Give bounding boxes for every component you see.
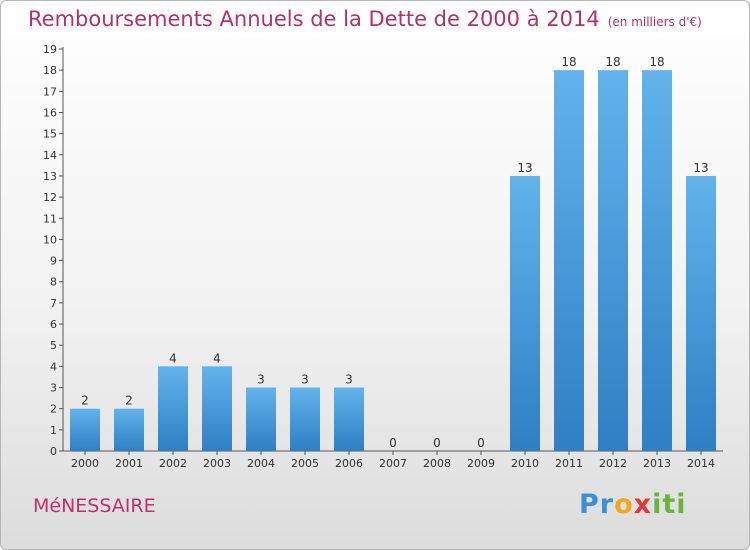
value-label: 4: [213, 351, 221, 365]
bar: [598, 70, 628, 451]
y-tick-label: 16: [43, 106, 57, 119]
value-label: 0: [433, 436, 441, 450]
bar: [70, 408, 100, 451]
bar: [554, 70, 584, 451]
y-tick-label: 18: [43, 64, 57, 77]
place-name: MéNESSAIRE: [33, 495, 156, 517]
bar: [510, 175, 540, 451]
x-tick-label: 2001: [115, 457, 143, 470]
y-tick-label: 15: [43, 128, 57, 141]
value-label: 0: [389, 436, 397, 450]
value-label: 18: [649, 55, 664, 69]
y-tick-label: 11: [43, 212, 57, 225]
value-label: 18: [561, 55, 576, 69]
y-tick-label: 17: [43, 85, 57, 98]
value-label: 13: [517, 161, 532, 175]
y-tick-label: 12: [43, 191, 57, 204]
x-tick-label: 2009: [467, 457, 495, 470]
x-tick-label: 2013: [643, 457, 671, 470]
y-tick-label: 6: [50, 318, 57, 331]
x-tick-label: 2008: [423, 457, 451, 470]
value-label: 13: [693, 161, 708, 175]
y-tick-label: 2: [50, 403, 57, 416]
value-label: 2: [81, 394, 89, 408]
bar: [202, 366, 232, 451]
y-tick-label: 19: [43, 43, 57, 56]
x-tick-label: 2014: [687, 457, 715, 470]
value-label: 2: [125, 394, 133, 408]
value-label: 3: [301, 373, 309, 387]
x-tick-label: 2005: [291, 457, 319, 470]
chart-title: Remboursements Annuels de la Dette de 20…: [28, 7, 702, 31]
bar: [246, 387, 276, 451]
y-tick-label: 8: [50, 276, 57, 289]
bar: [158, 366, 188, 451]
logo-x: x: [633, 489, 653, 520]
bar: [290, 387, 320, 451]
y-tick-label: 1: [50, 424, 57, 437]
bar: [334, 387, 364, 451]
chart-unit: (en milliers d'€): [607, 15, 702, 29]
x-tick-label: 2007: [379, 457, 407, 470]
y-tick-label: 0: [50, 445, 57, 458]
logo-iti: iti: [652, 489, 687, 520]
x-tick-label: 2002: [159, 457, 187, 470]
logo-pr: Pr: [579, 489, 615, 520]
y-tick-label: 7: [50, 297, 57, 310]
logo-o: o: [614, 489, 634, 520]
y-tick-label: 5: [50, 339, 57, 352]
value-label: 3: [345, 373, 353, 387]
bar: [114, 408, 144, 451]
x-tick-label: 2004: [247, 457, 275, 470]
y-tick-label: 14: [43, 149, 57, 162]
value-label: 3: [257, 373, 265, 387]
x-tick-label: 2000: [71, 457, 99, 470]
value-label: 4: [169, 351, 177, 365]
value-label: 0: [477, 436, 485, 450]
y-tick-label: 9: [50, 255, 57, 268]
y-tick-label: 10: [43, 233, 57, 246]
y-tick-label: 4: [50, 360, 57, 373]
x-tick-label: 2006: [335, 457, 363, 470]
bar: [686, 175, 716, 451]
y-tick-label: 3: [50, 382, 57, 395]
x-tick-label: 2012: [599, 457, 627, 470]
x-tick-label: 2011: [555, 457, 583, 470]
chart-title-text: Remboursements Annuels de la Dette de 20…: [28, 7, 600, 31]
y-tick-label: 13: [43, 170, 57, 183]
x-tick-label: 2003: [203, 457, 231, 470]
proxiti-logo: Proxiti: [579, 489, 687, 520]
x-tick-label: 2010: [511, 457, 539, 470]
bar: [642, 70, 672, 451]
value-label: 18: [605, 55, 620, 69]
